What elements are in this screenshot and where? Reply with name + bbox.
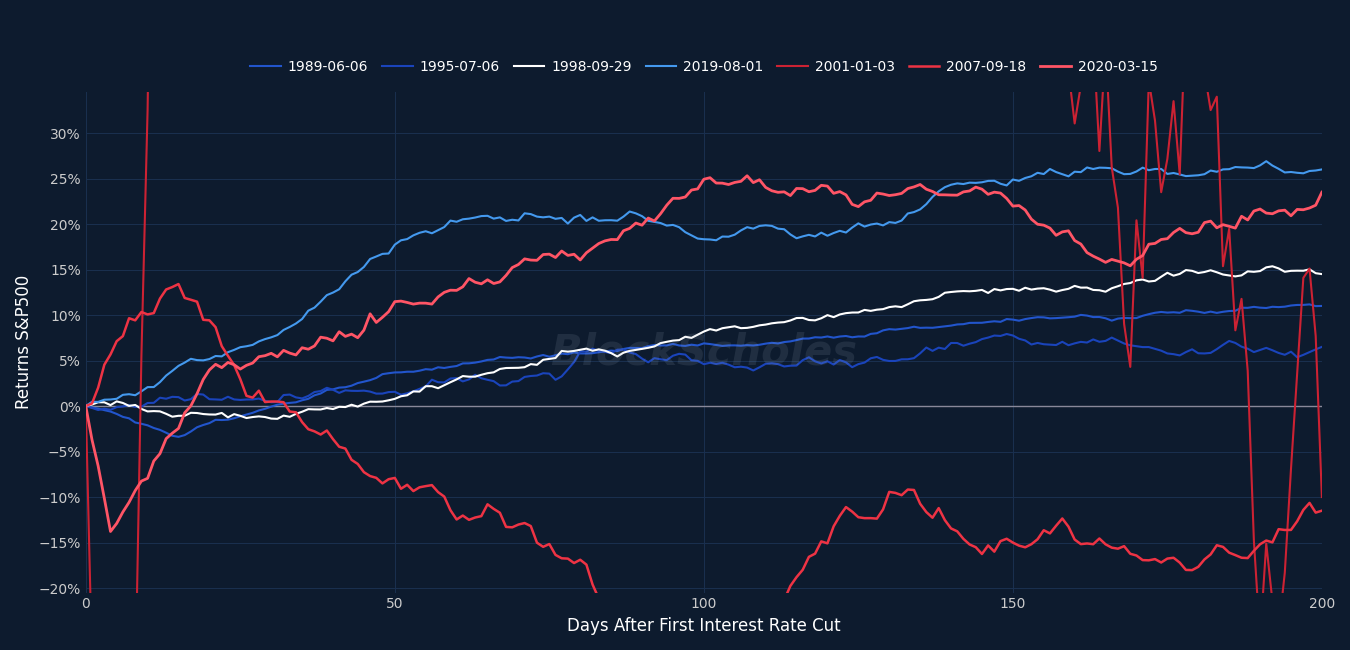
1995-07-06	[196, 391, 212, 398]
1998-09-29	[1265, 263, 1281, 270]
Line: 1995-07-06: 1995-07-06	[86, 334, 1322, 410]
1998-09-29	[535, 356, 551, 364]
1989-06-06	[78, 402, 94, 410]
1998-09-29	[84, 400, 100, 408]
Line: 2001-01-03: 2001-01-03	[86, 0, 1322, 650]
2007-09-18	[535, 543, 551, 551]
1989-06-06	[603, 346, 620, 354]
2001-01-03	[78, 402, 94, 410]
1995-07-06	[603, 349, 620, 357]
1995-07-06	[999, 330, 1015, 338]
2020-03-15	[1220, 222, 1237, 230]
2007-09-18	[170, 280, 186, 288]
1989-06-06	[1301, 300, 1318, 308]
2019-08-01	[1208, 168, 1224, 176]
Line: 2007-09-18: 2007-09-18	[86, 284, 1322, 650]
2020-03-15	[103, 528, 119, 536]
1989-06-06	[535, 351, 551, 359]
Line: 2019-08-01: 2019-08-01	[86, 161, 1322, 406]
2019-08-01	[1314, 166, 1330, 174]
2001-01-03	[1220, 225, 1237, 233]
2019-08-01	[745, 225, 761, 233]
2020-03-15	[738, 172, 755, 179]
2007-09-18	[196, 316, 212, 324]
2019-08-01	[189, 356, 205, 364]
2007-09-18	[1220, 549, 1237, 556]
Y-axis label: Returns S&P500: Returns S&P500	[15, 275, 32, 410]
1989-06-06	[1215, 308, 1231, 316]
2020-03-15	[603, 235, 620, 243]
1995-07-06	[535, 369, 551, 377]
1998-09-29	[1215, 270, 1231, 278]
Line: 1998-09-29: 1998-09-29	[86, 266, 1322, 419]
1998-09-29	[189, 409, 205, 417]
1989-06-06	[1314, 302, 1330, 310]
1995-07-06	[90, 406, 107, 414]
Line: 1989-06-06: 1989-06-06	[86, 304, 1322, 437]
2019-08-01	[597, 216, 613, 224]
1998-09-29	[269, 415, 285, 422]
2007-09-18	[78, 402, 94, 410]
X-axis label: Days After First Interest Rate Cut: Days After First Interest Rate Cut	[567, 617, 841, 635]
2019-08-01	[84, 398, 100, 406]
1995-07-06	[78, 402, 94, 410]
2020-03-15	[535, 251, 551, 259]
1989-06-06	[170, 433, 186, 441]
1998-09-29	[1314, 270, 1330, 278]
2020-03-15	[1314, 188, 1330, 196]
Line: 2020-03-15: 2020-03-15	[86, 176, 1322, 532]
2020-03-15	[84, 436, 100, 443]
2020-03-15	[757, 183, 774, 191]
2019-08-01	[529, 213, 545, 220]
1998-09-29	[603, 349, 620, 357]
1995-07-06	[752, 363, 768, 371]
1998-09-29	[78, 402, 94, 410]
Text: BlockScholes: BlockScholes	[551, 332, 857, 373]
2019-08-01	[1258, 157, 1274, 165]
1989-06-06	[752, 341, 768, 348]
Legend: 1989-06-06, 1995-07-06, 1998-09-29, 2019-08-01, 2001-01-03, 2007-09-18, 2020-03-: 1989-06-06, 1995-07-06, 1998-09-29, 2019…	[244, 54, 1164, 79]
1989-06-06	[196, 421, 212, 429]
2019-08-01	[78, 402, 94, 410]
2020-03-15	[78, 402, 94, 410]
1995-07-06	[1314, 343, 1330, 351]
2007-09-18	[84, 400, 100, 408]
2020-03-15	[196, 376, 212, 384]
2007-09-18	[757, 613, 774, 621]
2007-09-18	[603, 602, 620, 610]
1998-09-29	[752, 322, 768, 330]
2001-01-03	[1314, 493, 1330, 501]
2007-09-18	[1314, 507, 1330, 515]
1989-06-06	[84, 404, 100, 411]
1995-07-06	[84, 404, 100, 412]
1995-07-06	[1220, 337, 1237, 344]
